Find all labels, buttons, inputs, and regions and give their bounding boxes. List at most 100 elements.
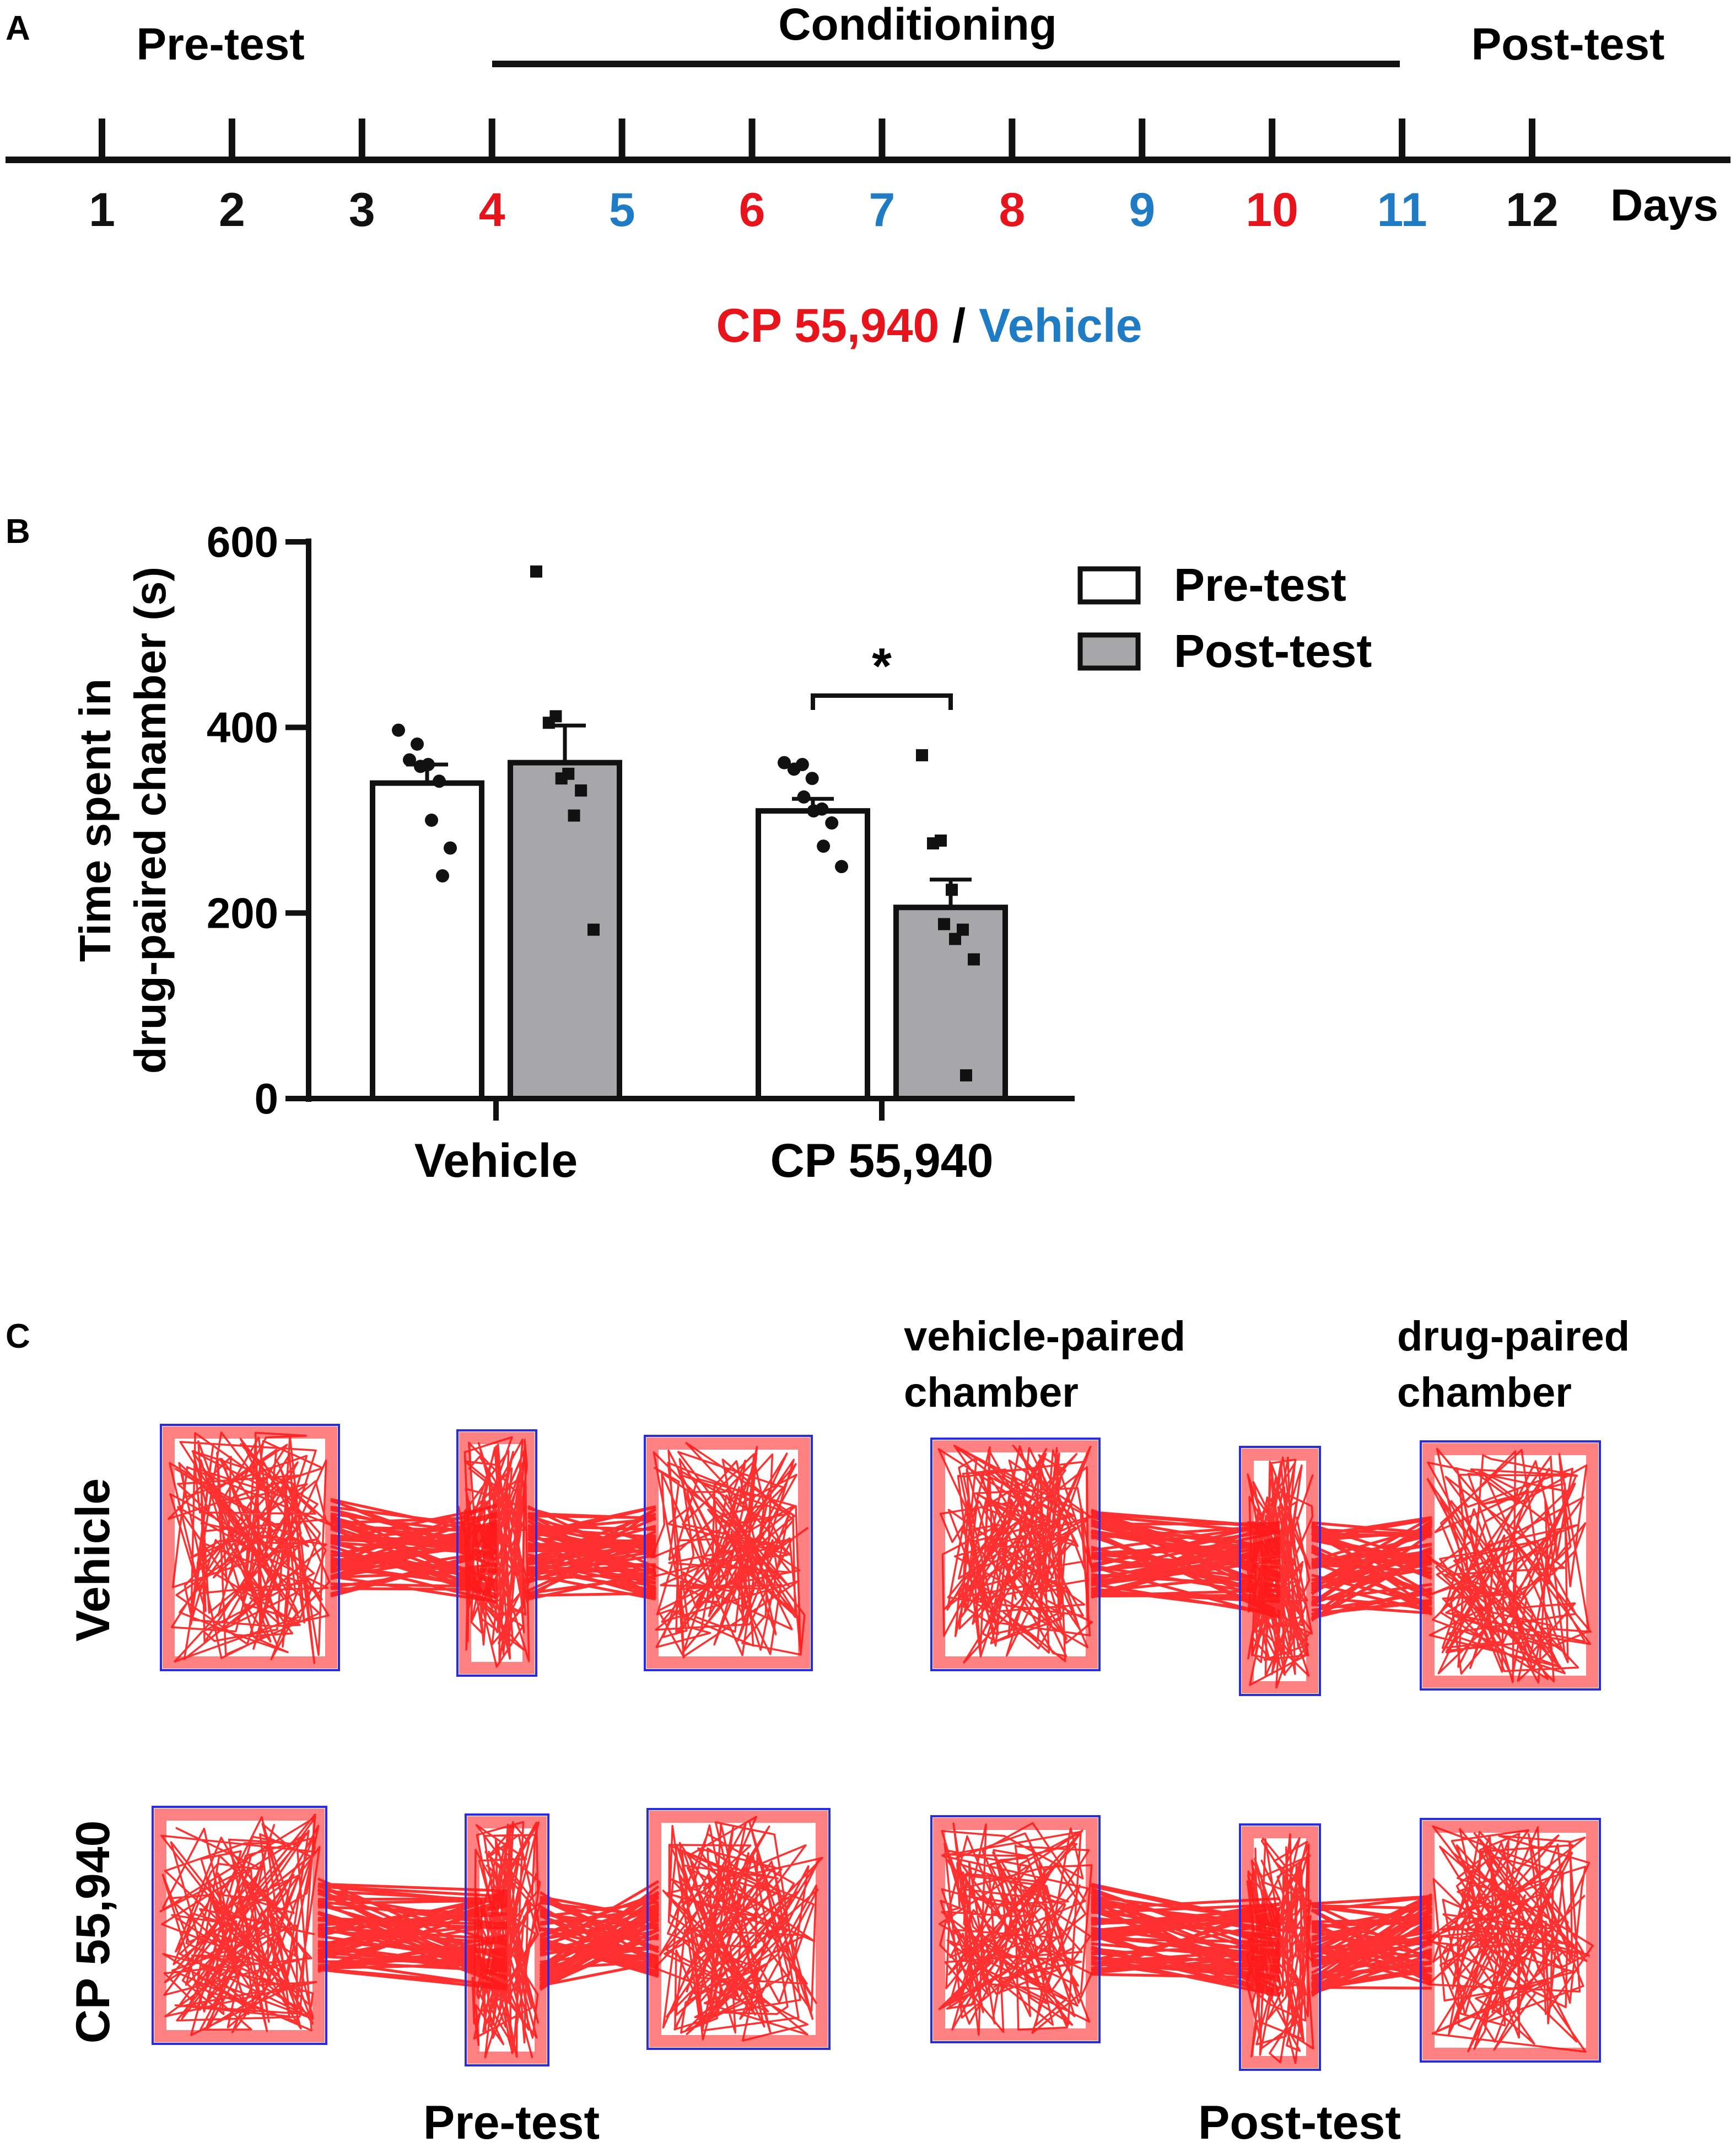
post-test-point bbox=[968, 953, 980, 966]
day-label: 3 bbox=[349, 184, 375, 236]
treatment-drug-label: CP 55,940 bbox=[716, 299, 940, 352]
track-path bbox=[1426, 1447, 1592, 1684]
track-edge bbox=[649, 1811, 828, 2047]
center-compartment-box bbox=[465, 1813, 549, 2066]
y-axis-label: Time spent in bbox=[71, 679, 120, 962]
pre-test-point bbox=[411, 737, 424, 751]
significance-marker: * bbox=[872, 638, 892, 695]
day-label: 2 bbox=[219, 184, 245, 236]
post-test-point bbox=[575, 784, 587, 797]
chamber-box bbox=[160, 1424, 340, 1671]
y-axis-label: drug-paired chamber (s) bbox=[126, 567, 175, 1074]
track-edge bbox=[154, 1808, 325, 2042]
post-test-point bbox=[960, 1069, 972, 1081]
panel-c: C vehicle-paired chamber drug-paired cha… bbox=[6, 1313, 1630, 2149]
pre-test-point bbox=[797, 790, 811, 804]
treatment-separator: / bbox=[939, 299, 979, 352]
track-path bbox=[471, 1821, 542, 2059]
day-labels: 1 2 3 4 5 6 7 8 9 10 11 12 bbox=[89, 184, 1559, 236]
pre-test-point bbox=[835, 860, 848, 874]
days-axis-label: Days bbox=[1610, 180, 1718, 230]
track-transit bbox=[527, 1505, 657, 1601]
post-test-point bbox=[587, 923, 600, 936]
pre-test-point bbox=[805, 772, 819, 785]
center-compartment-box bbox=[456, 1429, 537, 1677]
post-test-point bbox=[927, 837, 939, 850]
locomotion-track-images bbox=[152, 1424, 1601, 2071]
post-test-bar bbox=[508, 760, 622, 1101]
track-transit bbox=[1090, 1509, 1281, 1619]
conditioning-phase-label: Conditioning bbox=[778, 0, 1057, 50]
y-tick-label: 0 bbox=[255, 1074, 278, 1123]
post-test-point bbox=[946, 884, 958, 896]
track-path bbox=[167, 1431, 332, 1664]
track-path bbox=[159, 1813, 321, 2036]
track-path bbox=[1426, 1825, 1594, 2053]
track-transit bbox=[330, 1498, 498, 1603]
bar-chart: Time spent in drug-paired chamber (s) 0 200… bbox=[71, 518, 1372, 1187]
legend-swatch bbox=[1077, 632, 1141, 671]
pre-test-point bbox=[817, 839, 831, 853]
legend-label: Pre-test bbox=[1174, 559, 1346, 611]
panel-b-letter: B bbox=[6, 513, 30, 551]
track-path bbox=[937, 1444, 1093, 1664]
track-path bbox=[938, 1822, 1093, 2036]
post-test-point bbox=[555, 772, 568, 785]
post-test-phase-label: Post-test bbox=[1471, 19, 1665, 69]
post-test-point bbox=[916, 749, 928, 762]
col-label-post-test: Post-test bbox=[1198, 2096, 1401, 2149]
chamber-box bbox=[1420, 1818, 1601, 2063]
chamber-box bbox=[152, 1806, 327, 2045]
track-edge bbox=[459, 1432, 535, 1674]
day-label: 1 bbox=[89, 184, 115, 236]
track-path bbox=[651, 1442, 809, 1659]
y-tick-label: 200 bbox=[207, 889, 278, 937]
pre-test-point bbox=[433, 774, 446, 788]
drug-chamber-label-line1: drug-paired bbox=[1397, 1313, 1630, 1360]
pre-test-point bbox=[392, 723, 405, 737]
pre-test-point bbox=[825, 816, 839, 830]
day-label: 10 bbox=[1246, 184, 1298, 236]
track-edge bbox=[933, 1818, 1098, 2041]
chamber-box bbox=[1420, 1440, 1601, 1691]
panel-b: B Time spent in drug-paired chamber (s) 0 2… bbox=[6, 513, 1372, 1187]
chamber-box bbox=[646, 1808, 831, 2050]
track-edge bbox=[933, 1440, 1098, 1668]
x-category-label: CP 55,940 bbox=[770, 1134, 994, 1187]
legend-swatch bbox=[1077, 566, 1141, 605]
post-test-point bbox=[938, 918, 950, 930]
y-tick-label: 400 bbox=[207, 703, 278, 752]
treatment-vehicle-label: Vehicle bbox=[979, 299, 1142, 352]
significance-bracket bbox=[811, 693, 953, 710]
post-test-point bbox=[957, 923, 969, 936]
chamber-box bbox=[644, 1435, 813, 1671]
post-test-point bbox=[542, 717, 555, 729]
post-test-point bbox=[530, 565, 542, 578]
track-transit bbox=[1090, 1882, 1281, 1998]
track-transit bbox=[539, 1880, 660, 1991]
day-label: 7 bbox=[869, 184, 896, 236]
day-ticks bbox=[99, 119, 1535, 161]
panel-a-letter: A bbox=[6, 9, 30, 47]
pre-test-point bbox=[778, 756, 791, 769]
pre-test-point bbox=[414, 760, 427, 773]
chamber-box bbox=[930, 1438, 1101, 1671]
track-edge bbox=[163, 1427, 337, 1668]
track-cp-pre bbox=[152, 1806, 831, 2066]
vehicle-chamber-label-line1: vehicle-paired bbox=[904, 1313, 1185, 1360]
track-edge bbox=[1422, 1821, 1598, 2060]
track-transit bbox=[1311, 1893, 1433, 1997]
pre-test-bar bbox=[370, 780, 484, 1101]
track-edge bbox=[1242, 1449, 1318, 1693]
track-edge bbox=[1422, 1443, 1598, 1688]
treatment-legend: CP 55,940 / Vehicle bbox=[716, 299, 1142, 352]
pre-test-point bbox=[807, 804, 821, 818]
track-path bbox=[1246, 1833, 1314, 2064]
day-label: 11 bbox=[1377, 184, 1427, 236]
pre-test-point bbox=[436, 869, 449, 882]
day-label: 5 bbox=[609, 184, 635, 236]
row-label-vehicle: Vehicle bbox=[67, 1478, 120, 1641]
vehicle-chamber-label-line2: chamber bbox=[904, 1369, 1079, 1416]
legend-label: Post-test bbox=[1174, 625, 1372, 677]
track-edge bbox=[646, 1438, 810, 1668]
